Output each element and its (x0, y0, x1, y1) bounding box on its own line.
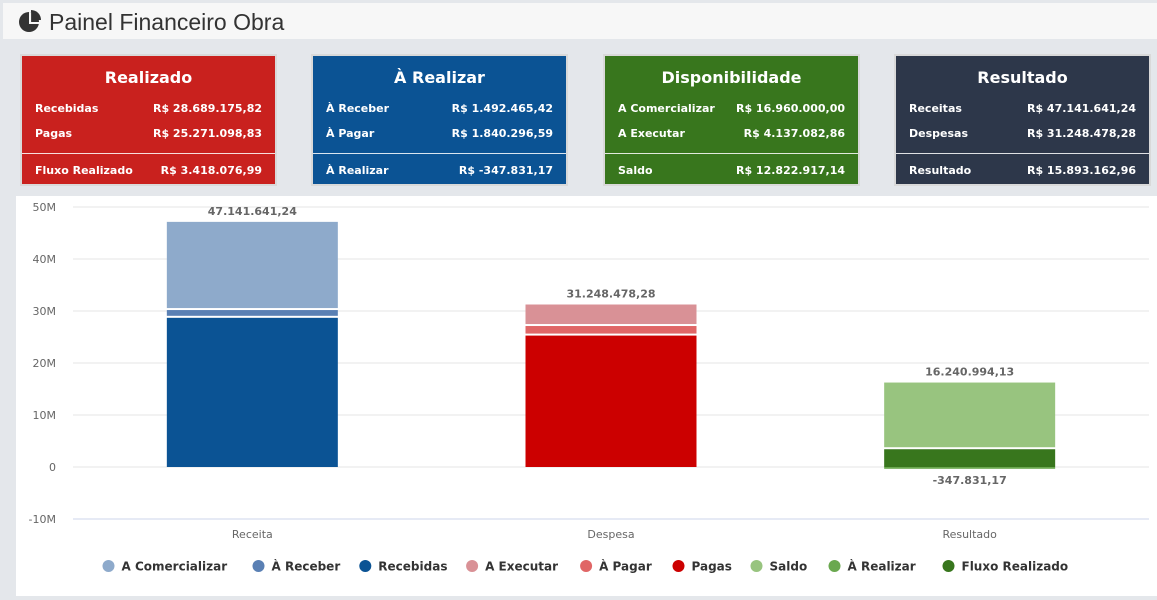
footer-label: Saldo (618, 164, 653, 177)
legend-label: À Pagar (599, 559, 652, 574)
card-divider (313, 153, 566, 154)
row-value: R$ 31.248.478,28 (1026, 127, 1136, 140)
row-value: R$ 4.137.082,86 (743, 127, 845, 140)
page-title: Painel Financeiro Obra (49, 9, 285, 35)
legend-marker (252, 560, 265, 572)
legend-label: À Realizar (848, 559, 916, 574)
card-divider (605, 153, 858, 154)
x-tick-label: Despesa (587, 528, 634, 541)
total-data-label: 47.141.641,24 (208, 205, 297, 218)
legend-label: Fluxo Realizado (962, 560, 1069, 574)
card-divider (896, 153, 1149, 154)
footer-label: Resultado (909, 164, 972, 177)
card-title: À Realizar (394, 68, 485, 87)
total-data-label: -347.831,17 (933, 474, 1007, 487)
card-footer: Fluxo Realizado R$ 3.418.076,99 (35, 164, 262, 177)
card-footer: Saldo R$ 12.822.917,14 (618, 164, 845, 177)
footer-value: R$ -347.831,17 (458, 164, 553, 177)
y-tick-label: 40M (33, 253, 57, 266)
legend-label: Saldo (770, 560, 808, 574)
y-tick-label: 0 (49, 461, 56, 474)
legend-marker (466, 560, 479, 572)
legend-marker (750, 560, 763, 572)
row-label: Receitas (909, 102, 962, 115)
y-tick-label: 20M (33, 357, 57, 370)
row-label: A Executar (618, 127, 685, 140)
legend-label: Pagas (692, 560, 732, 574)
row-value: R$ 1.840.296,59 (451, 127, 553, 140)
card-divider (22, 153, 275, 154)
card-row: Pagas R$ 25.271.098,83 (35, 127, 262, 140)
row-label: Pagas (35, 127, 73, 140)
footer-label: À Realizar (326, 164, 389, 177)
card-footer: À Realizar R$ -347.831,17 (326, 164, 553, 177)
card-row: Receitas R$ 47.141.641,24 (909, 102, 1136, 115)
chart-panel: 50M 40M 30M 20M 10M 0 -10M Receita Despesa Result… (16, 196, 1157, 596)
card-row: À Receber R$ 1.492.465,42 (326, 102, 553, 115)
x-tick-label: Receita (232, 528, 273, 541)
footer-value: R$ 12.822.917,14 (735, 164, 845, 177)
pie-chart-icon (19, 10, 41, 32)
card-title: Realizado (104, 68, 193, 87)
footer-label: Fluxo Realizado (35, 164, 133, 177)
card-resultado: Resultado Receitas R$ 47.141.641,24 Despe… (894, 54, 1151, 186)
card-row: A Comercializar R$ 16.960.000,00 (618, 102, 845, 115)
bar-segment (525, 326, 697, 334)
row-value: R$ 25.271.098,83 (152, 127, 262, 140)
bar-segment (525, 335, 697, 467)
card-row: Despesas R$ 31.248.478,28 (909, 127, 1136, 140)
bar-segment (166, 317, 338, 467)
card-title: Disponibilidade (661, 68, 802, 87)
row-value: R$ 47.141.641,24 (1026, 102, 1136, 115)
row-label: Despesas (909, 127, 968, 140)
total-data-label: 16.240.994,13 (925, 366, 1014, 379)
bar-segment (884, 382, 1056, 448)
row-value: R$ 1.492.465,42 (451, 102, 553, 115)
legend-marker (580, 560, 593, 572)
card-footer: Resultado R$ 15.893.162,96 (909, 164, 1136, 177)
footer-value: R$ 3.418.076,99 (160, 164, 262, 177)
bar-segment (884, 467, 1056, 469)
y-tick-label: 10M (33, 409, 57, 422)
row-value: R$ 28.689.175,82 (152, 102, 262, 115)
bar-segment (525, 304, 697, 325)
row-label: Recebidas (35, 102, 99, 115)
bar-segment (166, 310, 338, 316)
legend-label: A Comercializar (122, 560, 228, 574)
footer-value: R$ 15.893.162,96 (1026, 164, 1136, 177)
legend-marker (828, 560, 841, 572)
page-header: Painel Financeiro Obra (3, 3, 1157, 39)
y-tick-label: -10M (29, 513, 56, 526)
card-row: Recebidas R$ 28.689.175,82 (35, 102, 262, 115)
card-realizado: Realizado Recebidas R$ 28.689.175,82 Paga… (20, 54, 277, 186)
row-label: À Pagar (326, 127, 375, 140)
card-title: Resultado (977, 68, 1068, 87)
legend-marker (102, 560, 115, 572)
legend-label: A Executar (485, 560, 558, 574)
y-tick-label: 30M (33, 305, 57, 318)
card-row: À Pagar R$ 1.840.296,59 (326, 127, 553, 140)
row-value: R$ 16.960.000,00 (735, 102, 845, 115)
legend-label: À Receber (272, 559, 341, 574)
card-row: A Executar R$ 4.137.082,86 (618, 127, 845, 140)
card-a-realizar: À Realizar À Receber R$ 1.492.465,42 À Pa… (311, 54, 568, 186)
y-tick-label: 50M (33, 201, 57, 214)
total-data-label: 31.248.478,28 (566, 288, 655, 301)
legend-marker (672, 560, 685, 572)
row-label: A Comercializar (618, 102, 715, 115)
legend-marker (942, 560, 955, 572)
legend-marker (359, 560, 372, 572)
legend-label: Recebidas (378, 560, 447, 574)
x-tick-label: Resultado (942, 528, 997, 541)
bar-segment (884, 449, 1056, 467)
stacked-bar-chart: 50M 40M 30M 20M 10M 0 -10M Receita Despesa Result… (29, 201, 1149, 574)
card-disponibilidade: Disponibilidade A Comercializar R$ 16.960… (603, 54, 860, 186)
row-label: À Receber (326, 102, 390, 115)
bar-segment (166, 221, 338, 309)
